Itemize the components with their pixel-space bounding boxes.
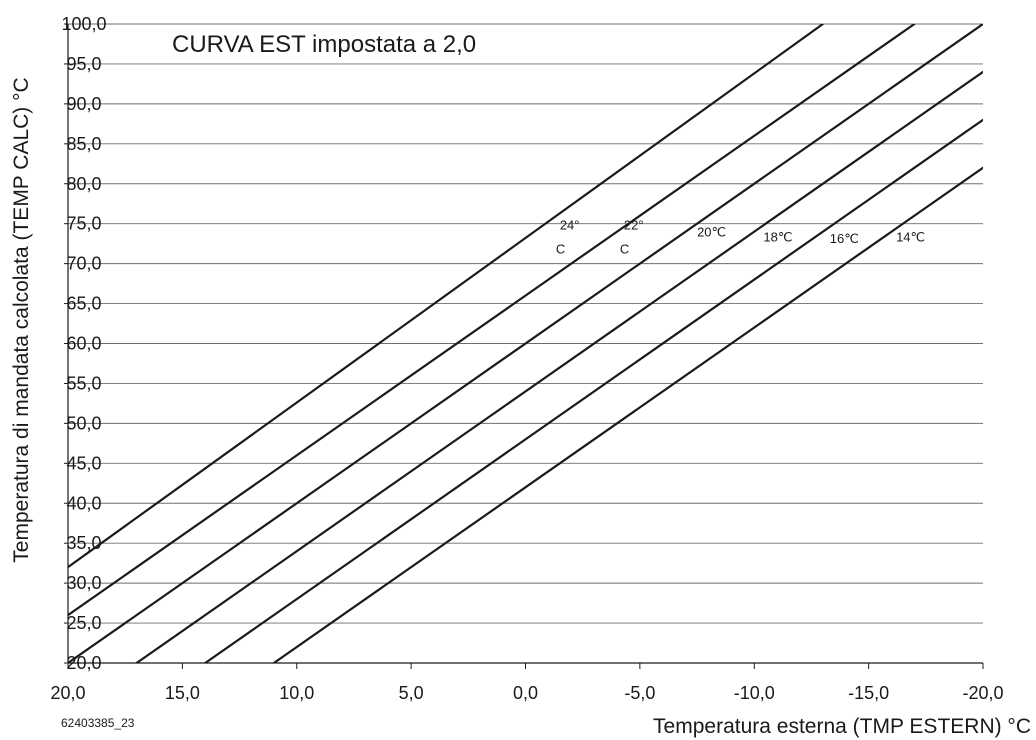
curve-label: 18℃ xyxy=(763,229,792,244)
y-tick-label: 25,0 xyxy=(66,613,101,633)
y-tick-label: 50,0 xyxy=(66,413,101,433)
curve-label: C xyxy=(620,241,629,256)
y-tick-label: 90,0 xyxy=(66,94,101,114)
series-line-1 xyxy=(68,24,824,569)
chart-title: CURVA EST impostata a 2,0 xyxy=(172,31,476,58)
curve-label: 20℃ xyxy=(697,224,726,239)
x-tick-labels: 20,0 15,0 10,0 5,0 0,0 -5,0 -10,0 -15,0 -20,0 xyxy=(50,683,1003,703)
y-tick-label: 65,0 xyxy=(66,294,101,314)
axes xyxy=(67,24,983,664)
y-tick-label: 35,0 xyxy=(66,533,101,553)
y-tick-label: 55,0 xyxy=(66,373,101,393)
series-line-2 xyxy=(68,24,916,617)
y-tick-label: 75,0 xyxy=(66,214,101,234)
y-tick-label: 85,0 xyxy=(66,134,101,154)
y-tick-label: 60,0 xyxy=(66,334,101,354)
gridlines xyxy=(64,23,984,669)
y-tick-label: 40,0 xyxy=(66,493,101,513)
y-tick-label: 20,0 xyxy=(66,653,101,673)
y-axis-title: Temperatura di mandata calcolata (TEMP C… xyxy=(10,77,33,562)
x-tick-label: 5,0 xyxy=(399,683,424,703)
curve-label: C xyxy=(556,241,565,256)
series-lines xyxy=(68,24,983,663)
curve-label: 24° xyxy=(560,217,580,232)
x-axis-title: Temperatura esterna (TMP ESTERN) °C xyxy=(653,715,1031,738)
y-tick-label: 80,0 xyxy=(66,174,101,194)
curve-label: 14℃ xyxy=(896,229,925,244)
x-tick-label: 10,0 xyxy=(279,683,314,703)
series-line-4 xyxy=(134,70,983,663)
x-tick-label: -15,0 xyxy=(848,683,889,703)
series-line-3 xyxy=(68,24,983,663)
x-tick-label: 15,0 xyxy=(165,683,200,703)
footnote-code: 62403385_23 xyxy=(61,716,135,730)
y-tick-label: 70,0 xyxy=(66,254,101,274)
y-tick-label: 95,0 xyxy=(66,54,101,74)
y-tick-labels: 20,0 25,0 30,0 35,0 40,0 45,0 50,0 55,0 60,0 65,0… xyxy=(61,14,106,673)
y-tick-label: 30,0 xyxy=(66,573,101,593)
x-tick-label: 0,0 xyxy=(513,683,538,703)
x-tick-label: -10,0 xyxy=(734,683,775,703)
x-tick-label: -5,0 xyxy=(624,683,655,703)
x-tick-label: -20,0 xyxy=(962,683,1003,703)
y-tick-label: 100,0 xyxy=(61,14,106,34)
curve-label: 22° xyxy=(624,217,644,232)
x-tick-label: 20,0 xyxy=(50,683,85,703)
curve-label: 16℃ xyxy=(830,231,859,246)
y-tick-label: 45,0 xyxy=(66,453,101,473)
series-line-5 xyxy=(203,118,983,663)
curve-labels: 24° C 22° C 20℃ 18℃ 16℃ 14℃ xyxy=(556,217,925,256)
series-line-6 xyxy=(271,166,983,663)
